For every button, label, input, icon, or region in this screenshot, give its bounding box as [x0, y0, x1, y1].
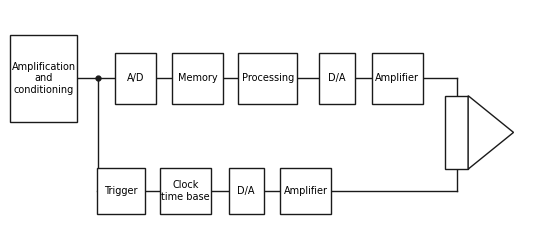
Text: Memory: Memory — [178, 74, 217, 83]
Text: Clock
time base: Clock time base — [162, 180, 210, 202]
Polygon shape — [468, 96, 514, 169]
Bar — [446, 96, 468, 169]
Bar — [229, 168, 264, 214]
Bar — [115, 53, 156, 104]
Bar — [160, 168, 211, 214]
Bar — [10, 35, 78, 122]
Bar — [97, 168, 145, 214]
Bar — [172, 53, 223, 104]
Text: D/A: D/A — [328, 74, 346, 83]
Text: Trigger: Trigger — [104, 186, 138, 196]
Text: Amplifier: Amplifier — [376, 74, 419, 83]
Text: A/D: A/D — [127, 74, 144, 83]
Bar — [372, 53, 423, 104]
Text: D/A: D/A — [238, 186, 255, 196]
Text: Amplification
and
conditioning: Amplification and conditioning — [11, 62, 76, 95]
Bar — [238, 53, 298, 104]
Bar — [318, 53, 355, 104]
Text: Processing: Processing — [242, 74, 294, 83]
Text: Amplifier: Amplifier — [283, 186, 328, 196]
Bar — [280, 168, 331, 214]
